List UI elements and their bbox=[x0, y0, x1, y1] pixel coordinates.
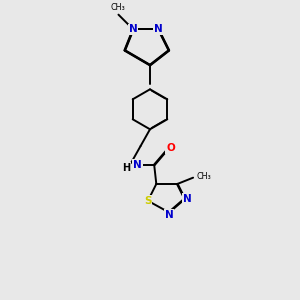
Text: CH₃: CH₃ bbox=[196, 172, 211, 181]
Text: N: N bbox=[165, 210, 173, 220]
Text: CH₃: CH₃ bbox=[110, 3, 125, 12]
Text: N: N bbox=[129, 24, 137, 34]
Text: N: N bbox=[133, 160, 142, 170]
Text: O: O bbox=[166, 143, 175, 153]
Text: N: N bbox=[183, 194, 192, 204]
Text: S: S bbox=[144, 196, 152, 206]
Text: N: N bbox=[154, 24, 163, 34]
Text: H: H bbox=[122, 163, 130, 172]
